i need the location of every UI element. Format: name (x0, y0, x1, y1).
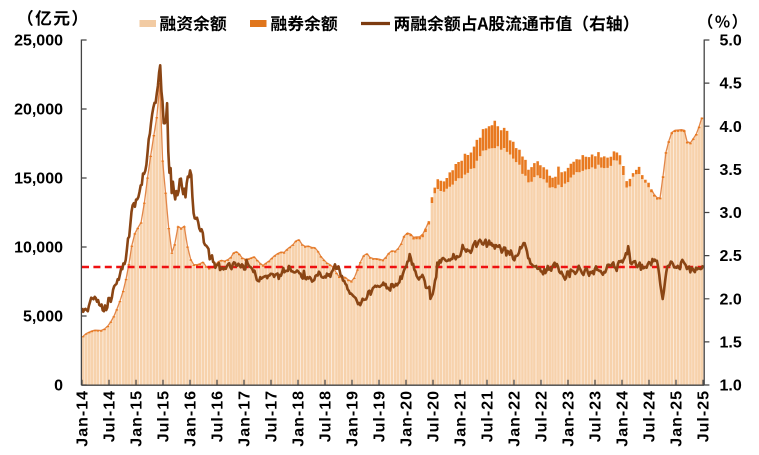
svg-text:Jan-24: Jan-24 (615, 390, 632, 447)
svg-text:10,000: 10,000 (14, 240, 63, 257)
svg-text:Jan-25: Jan-25 (669, 390, 686, 447)
svg-text:1.0: 1.0 (720, 378, 742, 395)
svg-text:Jan-17: Jan-17 (237, 390, 254, 447)
svg-text:Jul-24: Jul-24 (642, 390, 659, 442)
svg-text:Jul-16: Jul-16 (210, 390, 227, 442)
svg-text:0: 0 (54, 378, 63, 395)
svg-text:Jul-14: Jul-14 (102, 390, 119, 442)
svg-text:2.0: 2.0 (720, 291, 742, 308)
svg-text:Jan-18: Jan-18 (291, 390, 308, 447)
svg-text:Jan-14: Jan-14 (75, 390, 92, 447)
svg-text:2.5: 2.5 (720, 248, 742, 265)
svg-text:Jul-19: Jul-19 (372, 390, 389, 442)
svg-text:Jul-15: Jul-15 (156, 390, 173, 442)
svg-text:Jul-18: Jul-18 (318, 390, 335, 442)
svg-text:Jan-16: Jan-16 (183, 390, 200, 447)
svg-text:Jan-22: Jan-22 (507, 390, 524, 447)
svg-text:20,000: 20,000 (14, 102, 63, 119)
svg-text:Jan-21: Jan-21 (453, 390, 470, 447)
svg-text:3.5: 3.5 (720, 162, 742, 179)
svg-text:Jan-19: Jan-19 (345, 390, 362, 447)
svg-text:Jan-15: Jan-15 (129, 390, 146, 447)
svg-text:Jul-20: Jul-20 (426, 390, 443, 442)
svg-text:3.0: 3.0 (720, 205, 742, 222)
svg-text:Jul-25: Jul-25 (696, 390, 713, 442)
svg-text:Jul-17: Jul-17 (264, 390, 281, 442)
svg-text:Jul-23: Jul-23 (588, 390, 605, 442)
svg-text:Jan-20: Jan-20 (399, 390, 416, 447)
svg-text:4.5: 4.5 (720, 76, 742, 93)
svg-text:15,000: 15,000 (14, 171, 63, 188)
svg-text:5,000: 5,000 (23, 309, 63, 326)
svg-text:1.5: 1.5 (720, 335, 742, 352)
svg-text:4.0: 4.0 (720, 119, 742, 136)
svg-text:25,000: 25,000 (14, 33, 63, 50)
svg-text:Jul-21: Jul-21 (480, 390, 497, 442)
svg-text:Jul-22: Jul-22 (534, 390, 551, 442)
svg-text:5.0: 5.0 (720, 33, 742, 50)
svg-text:Jan-23: Jan-23 (561, 390, 578, 447)
